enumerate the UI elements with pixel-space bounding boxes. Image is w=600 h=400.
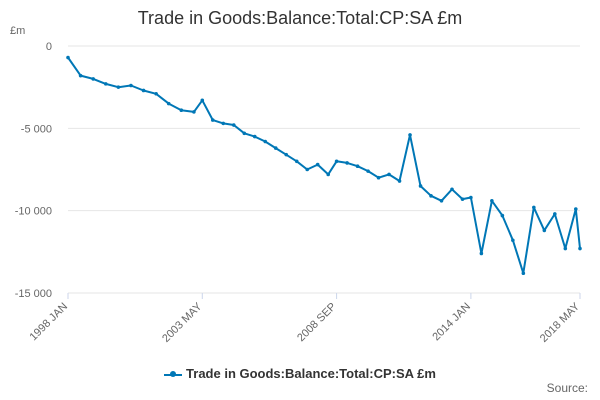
data-point: [355, 164, 360, 169]
data-point: [574, 207, 578, 211]
data-point: [305, 167, 310, 172]
y-tick-label: -10 000: [15, 206, 52, 218]
data-point: [553, 212, 557, 216]
data-point: [91, 77, 95, 81]
data-point: [334, 159, 339, 164]
data-point: [366, 169, 370, 173]
series-layer: [66, 55, 582, 276]
chart-title: Trade in Goods:Balance:Total:CP:SA £m: [137, 8, 463, 28]
data-point: [578, 246, 582, 251]
data-point: [192, 110, 196, 114]
data-point: [418, 184, 423, 188]
data-point: [210, 118, 215, 122]
y-tick-label: -5 000: [21, 123, 52, 135]
data-point: [252, 134, 257, 139]
data-point: [129, 83, 133, 88]
data-point: [273, 146, 278, 150]
source-credit[interactable]: Source:: [546, 381, 588, 395]
data-point: [326, 172, 330, 177]
data-point: [500, 213, 505, 218]
y-tick-label: 0: [46, 41, 52, 53]
data-point: [563, 246, 568, 251]
data-point: [479, 251, 484, 256]
data-point: [154, 91, 158, 96]
data-point: [511, 238, 515, 243]
data-point: [78, 73, 83, 78]
data-point: [66, 55, 70, 60]
data-point: [345, 161, 349, 165]
data-point: [231, 123, 236, 127]
legend-line-marker-icon: [164, 370, 183, 377]
data-point: [116, 85, 121, 89]
data-point: [460, 197, 465, 201]
data-point: [397, 179, 402, 183]
data-point: [179, 108, 184, 113]
grid-lines: [68, 45, 580, 294]
data-point: [387, 172, 391, 177]
data-point: [263, 139, 268, 144]
data-point: [315, 162, 320, 167]
data-point: [429, 194, 433, 198]
y-axis-unit-label: £m: [10, 25, 25, 37]
legend-label: Trade in Goods:Balance:Total:CP:SA £m: [186, 366, 436, 381]
x-tick-label: 2008 SEP: [295, 301, 339, 345]
y-axis-ticks: 0 -5 000 -10 000 -15 000: [15, 41, 52, 300]
data-point: [103, 82, 108, 86]
x-tick-label: 2018 MAY: [538, 300, 583, 345]
y-tick-label: -15 000: [15, 288, 52, 300]
x-tick-label: 1998 JAN: [27, 301, 70, 344]
data-point: [166, 101, 171, 106]
data-point: [542, 228, 547, 233]
data-point: [200, 98, 205, 103]
data-point: [376, 175, 381, 180]
data-point: [408, 133, 412, 137]
data-point: [221, 121, 226, 126]
data-point: [521, 271, 526, 276]
x-tick-label: 2003 MAY: [160, 300, 205, 345]
x-tick-label: 2014 JAN: [430, 301, 473, 344]
x-axis-ticks: 1998 JAN 2003 MAY 2008 SEP 2014 JAN 2018 MAY: [27, 293, 583, 345]
legend[interactable]: Trade in Goods:Balance:Total:CP:SA £m: [0, 366, 600, 381]
data-point: [532, 205, 536, 210]
data-point: [490, 198, 494, 203]
data-point: [439, 198, 444, 203]
data-point: [469, 195, 473, 200]
data-point: [284, 152, 289, 157]
data-point: [242, 131, 247, 136]
data-point: [141, 88, 146, 93]
data-point: [294, 159, 299, 164]
data-point: [450, 187, 454, 192]
